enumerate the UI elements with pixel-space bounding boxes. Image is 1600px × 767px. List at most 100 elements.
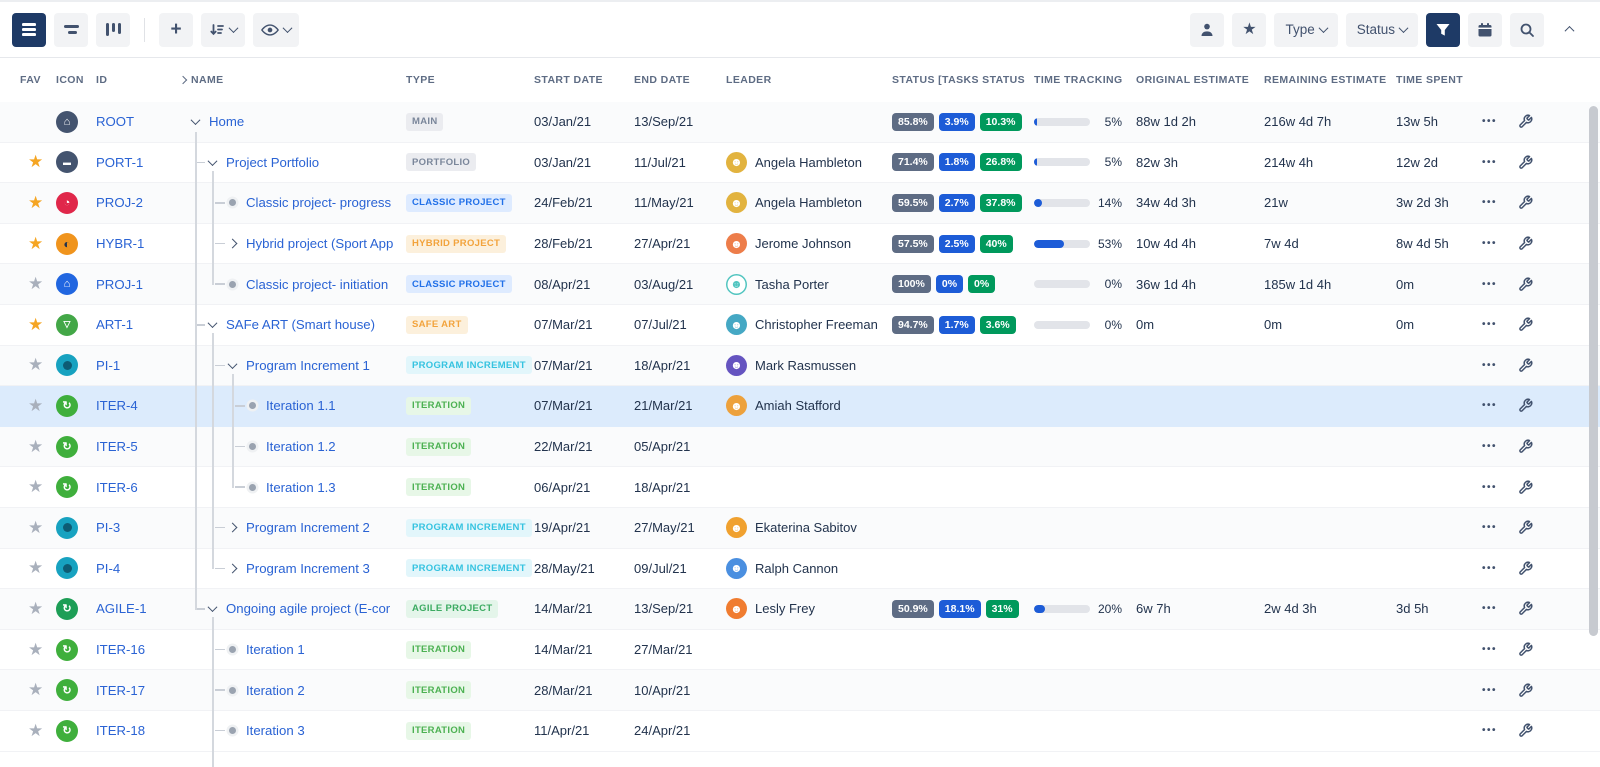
- id-link[interactable]: ITER-16: [96, 642, 146, 658]
- favorite-star-off[interactable]: ★: [28, 477, 44, 497]
- name-link[interactable]: Classic project- progress: [246, 195, 392, 211]
- favorite-star-off[interactable]: ★: [28, 639, 44, 659]
- id-link[interactable]: ART-1: [96, 317, 134, 333]
- favorite-star-off[interactable]: ★: [28, 436, 44, 456]
- name-link[interactable]: Iteration 1.1: [266, 398, 336, 414]
- more-actions-button[interactable]: •••: [1482, 319, 1498, 331]
- more-actions-button[interactable]: •••: [1482, 522, 1498, 534]
- board-view-button[interactable]: [96, 12, 130, 47]
- more-actions-button[interactable]: •••: [1482, 644, 1498, 656]
- id-link[interactable]: PI-4: [96, 560, 121, 576]
- name-link[interactable]: Project Portfolio: [226, 154, 320, 170]
- id-link[interactable]: ITER-18: [96, 723, 146, 739]
- configure-button[interactable]: [1518, 723, 1533, 738]
- more-actions-button[interactable]: •••: [1482, 197, 1498, 209]
- more-actions-button[interactable]: •••: [1482, 562, 1498, 574]
- configure-button[interactable]: [1518, 114, 1533, 129]
- favorite-star-off[interactable]: ★: [28, 355, 44, 375]
- table-row-agile-1[interactable]: ★ ↻ AGILE-1 Ongoing agile project (E-cor AGI…: [0, 589, 1600, 630]
- favorite-star-on[interactable]: ★: [28, 233, 44, 253]
- name-link[interactable]: Iteration 3: [246, 723, 305, 739]
- table-row-hybr-1[interactable]: ★ ◐ HYBR-1 Hybrid project (Sport App HYBRID …: [0, 223, 1600, 265]
- table-row-iter-16[interactable]: ★ ↻ ITER-16 Iteration 1 ITERATION 14/Mar/21 27…: [0, 629, 1600, 671]
- more-actions-button[interactable]: •••: [1482, 238, 1498, 250]
- table-row-port-1[interactable]: ★ ▬ PORT-1 Project Portfolio PORTFOLIO 03/Jan…: [0, 142, 1600, 184]
- more-actions-button[interactable]: •••: [1482, 400, 1498, 412]
- configure-button[interactable]: [1518, 601, 1533, 616]
- favorite-star-off[interactable]: ★: [28, 680, 44, 700]
- status-filter-dropdown[interactable]: Status: [1345, 12, 1418, 47]
- name-link[interactable]: Iteration 2: [246, 682, 305, 698]
- more-actions-button[interactable]: •••: [1482, 441, 1498, 453]
- configure-button[interactable]: [1518, 480, 1533, 495]
- configure-button[interactable]: [1518, 277, 1533, 292]
- list-view-button[interactable]: [12, 12, 46, 47]
- sort-button[interactable]: [201, 12, 245, 47]
- favorite-star-off[interactable]: ★: [28, 558, 44, 578]
- name-link[interactable]: Iteration 1.3: [266, 479, 336, 495]
- expand-toggle-expanded[interactable]: [205, 318, 219, 332]
- favorite-star-on[interactable]: ★: [28, 152, 44, 172]
- configure-button[interactable]: [1518, 398, 1533, 413]
- id-link[interactable]: ITER-4: [96, 398, 138, 414]
- name-link[interactable]: Program Increment 3: [246, 560, 370, 576]
- id-link[interactable]: ITER-17: [96, 682, 146, 698]
- name-link[interactable]: SAFe ART (Smart house): [226, 317, 376, 333]
- name-link[interactable]: Iteration 1.2: [266, 439, 336, 455]
- configure-button[interactable]: [1518, 520, 1533, 535]
- id-link[interactable]: ROOT: [96, 114, 135, 130]
- id-link[interactable]: ITER-5: [96, 439, 138, 455]
- favorites-filter-button[interactable]: ★: [1232, 12, 1267, 47]
- name-link[interactable]: Classic project- initiation: [246, 276, 389, 292]
- favorite-star-off[interactable]: ★: [28, 517, 44, 537]
- name-link[interactable]: Home: [209, 114, 245, 130]
- id-link[interactable]: PORT-1: [96, 154, 144, 170]
- add-button[interactable]: +: [159, 12, 193, 47]
- configure-button[interactable]: [1518, 236, 1533, 251]
- configure-button[interactable]: [1518, 358, 1533, 373]
- table-row-iter-18[interactable]: ★ ↻ ITER-18 Iteration 3 ITERATION 11/Apr/21 24…: [0, 710, 1600, 752]
- more-actions-button[interactable]: •••: [1482, 278, 1498, 290]
- view-options-button[interactable]: [253, 12, 299, 47]
- name-link[interactable]: Program Increment 1: [246, 357, 370, 373]
- id-link[interactable]: ITER-6: [96, 479, 138, 495]
- configure-button[interactable]: [1518, 439, 1533, 454]
- configure-button[interactable]: [1518, 683, 1533, 698]
- vertical-scrollbar[interactable]: [1589, 106, 1598, 636]
- type-filter-dropdown[interactable]: Type: [1274, 12, 1338, 47]
- calendar-button[interactable]: [1468, 12, 1502, 47]
- table-row-pi-4[interactable]: ★ PI-4 Program Increment 3 PROGRAM INCREMEN…: [0, 548, 1600, 590]
- id-link[interactable]: AGILE-1: [96, 601, 147, 617]
- name-link[interactable]: Program Increment 2: [246, 520, 370, 536]
- favorite-star-on[interactable]: ★: [28, 314, 44, 334]
- expand-toggle-expanded[interactable]: [188, 115, 202, 129]
- favorite-star-on[interactable]: ★: [28, 192, 44, 212]
- expand-toggle-collapsed[interactable]: [225, 237, 239, 251]
- table-row-iter-5[interactable]: ★ ↻ ITER-5 Iteration 1.2 ITERATION 22/Mar/21 0…: [0, 426, 1600, 468]
- more-actions-button[interactable]: •••: [1482, 156, 1498, 168]
- id-link[interactable]: PI-1: [96, 357, 121, 373]
- favorite-star-off[interactable]: ★: [28, 720, 44, 740]
- id-link[interactable]: PROJ-1: [96, 276, 143, 292]
- assignee-filter-button[interactable]: [1190, 12, 1225, 47]
- more-actions-button[interactable]: •••: [1482, 684, 1498, 696]
- filter-button[interactable]: [1426, 12, 1460, 47]
- name-link[interactable]: Ongoing agile project (E-cor: [226, 601, 391, 617]
- favorite-star-off[interactable]: ★: [28, 395, 44, 415]
- configure-button[interactable]: [1518, 642, 1533, 657]
- table-row-pi-1[interactable]: ★ PI-1 Program Increment 1 PROGRAM INCREMEN…: [0, 345, 1600, 387]
- expand-toggle-collapsed[interactable]: [225, 561, 239, 575]
- more-actions-button[interactable]: •••: [1482, 481, 1498, 493]
- gantt-view-button[interactable]: [54, 12, 88, 47]
- table-row-iter-4[interactable]: ★ ↻ ITER-4 Iteration 1.1 ITERATION 07/Mar/21 2…: [0, 386, 1600, 427]
- name-link[interactable]: Hybrid project (Sport App: [246, 236, 394, 252]
- expand-toggle-expanded[interactable]: [205, 155, 219, 169]
- table-row-iter-6[interactable]: ★ ↻ ITER-6 Iteration 1.3 ITERATION 06/Apr/21 1…: [0, 467, 1600, 508]
- table-row-pi-3[interactable]: ★ PI-3 Program Increment 2 PROGRAM INCREMEN…: [0, 507, 1600, 549]
- more-actions-button[interactable]: •••: [1482, 359, 1498, 371]
- table-row-proj-2[interactable]: ★ ◔ PROJ-2 Classic project- progress CLASSIC…: [0, 183, 1600, 224]
- configure-button[interactable]: [1518, 195, 1533, 210]
- table-row-art-1[interactable]: ★ ▽ ART-1 SAFe ART (Smart house) SAFE ART 07/…: [0, 304, 1600, 346]
- favorite-star-off[interactable]: ★: [28, 598, 44, 618]
- id-link[interactable]: PI-3: [96, 520, 121, 536]
